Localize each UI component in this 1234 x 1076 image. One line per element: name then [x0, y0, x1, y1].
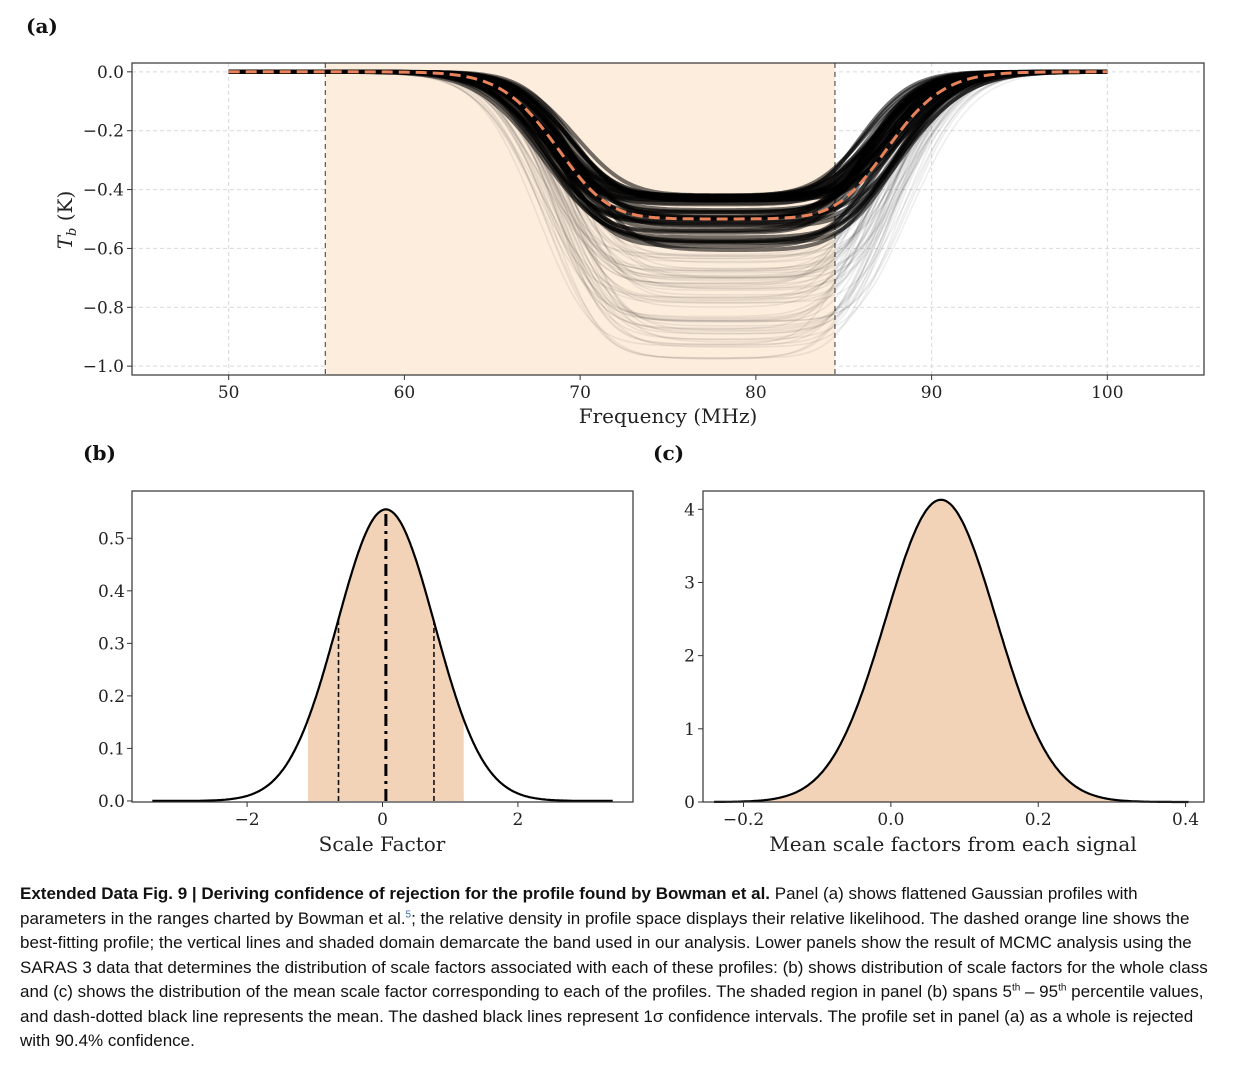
- panel-a-chart: 50 60 70 80 90 100 0.0 −0.2 −0.4 −0.6 −0.8 −1.0 Fre…: [53, 62, 1205, 428]
- caption-reference[interactable]: 5: [405, 908, 412, 920]
- panel-a-best-fit: [228, 70, 1108, 221]
- panel-b-xtick-label: −2: [235, 810, 260, 830]
- panel-c-fill: [714, 499, 1190, 802]
- panel-a-xtick-label: 90: [921, 383, 943, 403]
- panel-a-ytick-label: −1.0: [83, 357, 124, 377]
- panel-a-ytick-label: −0.8: [83, 298, 124, 318]
- panel-b-ytick-label: 0.4: [98, 582, 125, 602]
- panel-a-xtick-label: 50: [218, 383, 240, 403]
- panel-a-label: (a): [26, 14, 58, 38]
- panel-a-xlabel: Frequency (MHz): [579, 404, 758, 428]
- panel-c-density-curve: [714, 498, 1189, 804]
- panel-a-axes: 50 60 70 80 90 100 0.0 −0.2 −0.4 −0.6 −0.8 −1.0: [83, 62, 1205, 403]
- panel-b-density-curve: [152, 508, 613, 802]
- panel-a-ylabel-unit: (K): [53, 191, 77, 228]
- panel-b-ytick-label: 0.1: [98, 739, 125, 759]
- caption-part1: Panel (a) shows flattened Gaussian profi…: [20, 884, 1138, 928]
- panel-b-ytick-label: 0.3: [98, 634, 125, 654]
- panel-b-axes: −2 0 2 0.0 0.1 0.2 0.3 0.4 0.5: [98, 490, 634, 830]
- figure: (a) (b) (c) 50 60 70 80 90 1000.0−0.2−0.4−0.6…: [26, 14, 1205, 856]
- panel-a-ylabel: Tb (K): [53, 191, 80, 250]
- caption-part4: percentile values, and dash-dotted black…: [20, 982, 1204, 1050]
- panel-a-ytick-label: −0.6: [83, 239, 124, 259]
- panel-a-ylabel-subscript: b: [65, 228, 80, 236]
- panel-a-xtick-label: 100: [1091, 383, 1123, 403]
- panel-b-lines: [152, 508, 613, 802]
- panel-b-fill: [308, 509, 464, 801]
- panel-a-xtick-label: 60: [394, 383, 416, 403]
- panel-c-ytick-label: 2: [684, 647, 695, 667]
- panel-c-ytick-label: 4: [684, 500, 695, 520]
- panel-b-label: (b): [83, 441, 116, 465]
- figure-caption: Extended Data Fig. 9 | Deriving confiden…: [20, 882, 1216, 1054]
- caption-sup-95th: th: [1058, 982, 1067, 994]
- panel-c-xtick-label: 0.4: [1172, 810, 1199, 830]
- panel-b-chart: −2 0 2 0.0 0.1 0.2 0.3 0.4 0.5 Scale Factor: [98, 490, 634, 856]
- panel-a-xtick-label: 80: [745, 383, 767, 403]
- panel-c-label: (c): [653, 441, 684, 465]
- panel-c-axes: −0.2 0.0 0.2 0.4 0 1 2 3 4: [684, 490, 1205, 830]
- panel-c-density-fill: [714, 499, 1190, 802]
- panel-b-ytick-label: 0.2: [98, 687, 125, 707]
- panel-c-ytick-label: 3: [684, 573, 695, 593]
- panel-c-xtick-label: 0.0: [877, 810, 904, 830]
- panel-c-xtick-label: 0.2: [1025, 810, 1052, 830]
- panel-b-xlabel: Scale Factor: [319, 832, 446, 856]
- panel-c-frame: [702, 490, 1205, 803]
- panel-a-xtick-label: 70: [569, 383, 591, 403]
- caption-part3: – 95: [1020, 982, 1059, 1001]
- panel-b-shaded-5-95: [308, 509, 464, 801]
- panel-a-ytick-label: −0.2: [83, 122, 124, 142]
- panel-c-xlabel: Mean scale factors from each signal: [769, 832, 1136, 856]
- caption-part2: ; the relative density in profile space …: [20, 908, 1208, 1002]
- panel-a-ytick-label: 0.0: [97, 63, 124, 83]
- panel-b-ytick-label: 0.5: [98, 529, 125, 549]
- panel-c-lines: [714, 498, 1189, 804]
- panel-b-xtick-label: 2: [512, 810, 523, 830]
- panel-a-frame: [131, 62, 1205, 376]
- panel-c-chart: −0.2 0.0 0.2 0.4 0 1 2 3 4 Mean scale factors fr…: [684, 490, 1205, 856]
- panel-c-ytick-label: 1: [684, 720, 695, 740]
- panel-a-best-fit-line: [228, 70, 1108, 221]
- panel-b-xtick-label: 0: [377, 810, 388, 830]
- caption-title: Extended Data Fig. 9 | Deriving confiden…: [20, 884, 771, 903]
- caption-sup-5th: th: [1011, 982, 1021, 994]
- panel-a-ytick-label: −0.4: [83, 181, 124, 201]
- panel-c-xtick-label: −0.2: [723, 810, 764, 830]
- panel-a-ylabel-symbol: T: [53, 234, 77, 249]
- panel-b-ytick-label: 0.0: [98, 792, 125, 812]
- panel-c-ytick-label: 0: [684, 793, 695, 813]
